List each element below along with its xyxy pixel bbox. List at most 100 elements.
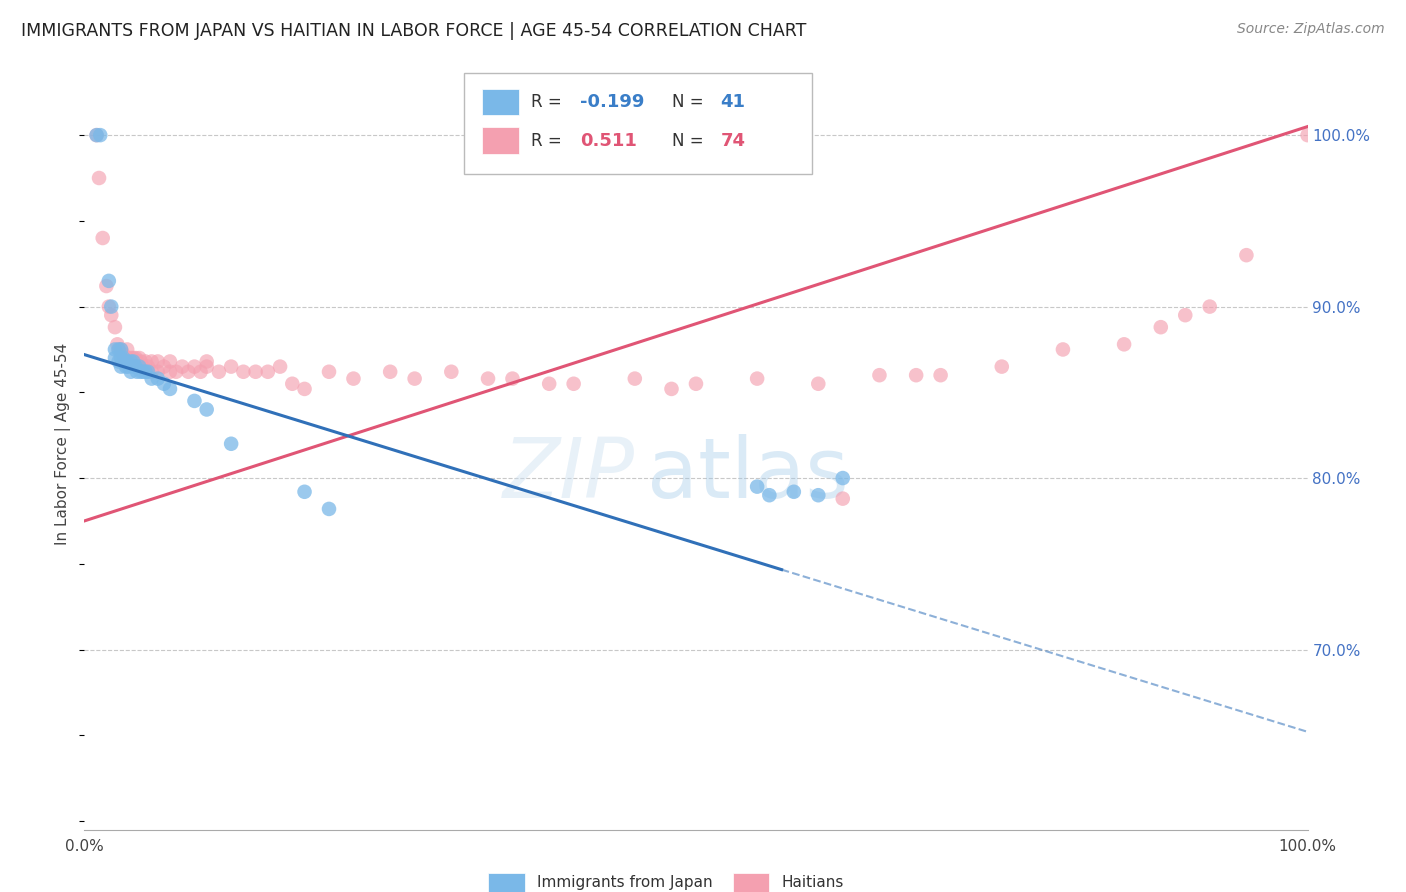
Point — [1296, 128, 1319, 142]
Point — [125, 359, 148, 374]
Point — [172, 359, 194, 374]
Point — [110, 343, 132, 357]
Point — [245, 365, 267, 379]
Point — [183, 393, 205, 408]
Point — [104, 351, 127, 365]
FancyBboxPatch shape — [488, 872, 524, 892]
Text: Immigrants from Japan: Immigrants from Japan — [537, 874, 713, 889]
Text: 74: 74 — [720, 131, 745, 150]
Point — [219, 436, 242, 450]
Point — [132, 359, 155, 374]
Point — [991, 359, 1014, 374]
Point — [100, 308, 122, 322]
Point — [831, 491, 853, 506]
Point — [146, 371, 169, 385]
Point — [122, 351, 145, 365]
Point — [747, 480, 769, 494]
Point — [125, 351, 148, 365]
Point — [159, 354, 181, 368]
Point — [91, 231, 114, 245]
Point — [122, 359, 145, 374]
FancyBboxPatch shape — [464, 73, 813, 174]
Point — [758, 488, 780, 502]
Point — [141, 354, 163, 368]
Point — [624, 371, 647, 385]
Text: ZIP: ZIP — [503, 434, 636, 516]
Point — [807, 488, 830, 502]
Point — [141, 371, 163, 385]
Point — [117, 354, 139, 368]
Point — [129, 354, 152, 368]
Point — [153, 376, 176, 391]
Point — [177, 365, 200, 379]
Point — [89, 128, 111, 142]
Point — [807, 376, 830, 391]
Point — [97, 300, 120, 314]
Point — [685, 376, 707, 391]
Point — [153, 359, 176, 374]
Point — [502, 371, 524, 385]
Point — [107, 343, 129, 357]
Point — [110, 343, 132, 357]
Point — [110, 359, 132, 374]
Point — [115, 343, 138, 357]
Text: R =: R = — [531, 131, 572, 150]
FancyBboxPatch shape — [482, 128, 519, 153]
Text: 41: 41 — [720, 93, 745, 111]
Point — [190, 365, 212, 379]
Point — [96, 279, 118, 293]
Point — [128, 359, 150, 374]
Point — [661, 382, 683, 396]
Point — [294, 484, 316, 499]
Point — [136, 359, 159, 374]
Point — [107, 354, 129, 368]
Point — [122, 354, 145, 368]
Point — [869, 368, 891, 383]
Point — [146, 354, 169, 368]
Point — [281, 376, 304, 391]
Text: N =: N = — [672, 93, 709, 111]
Point — [1174, 308, 1197, 322]
Point — [115, 354, 138, 368]
Point — [120, 365, 142, 379]
Point — [183, 359, 205, 374]
Point — [219, 359, 242, 374]
Point — [135, 365, 157, 379]
Point — [135, 354, 157, 368]
Point — [129, 365, 152, 379]
Point — [87, 171, 110, 186]
Point — [86, 128, 108, 142]
Point — [104, 320, 127, 334]
Point — [141, 365, 163, 379]
Point — [208, 365, 231, 379]
Point — [120, 351, 142, 365]
Point — [342, 371, 364, 385]
Point — [1236, 248, 1258, 262]
Point — [404, 371, 426, 385]
Point — [783, 484, 806, 499]
Text: Source: ZipAtlas.com: Source: ZipAtlas.com — [1237, 22, 1385, 37]
Point — [159, 365, 181, 379]
Point — [114, 351, 136, 365]
Point — [929, 368, 952, 383]
FancyBboxPatch shape — [482, 89, 519, 115]
Point — [195, 402, 218, 417]
Point — [195, 359, 218, 374]
Point — [440, 365, 463, 379]
Point — [112, 351, 135, 365]
Point — [122, 354, 145, 368]
Point — [562, 376, 585, 391]
Text: N =: N = — [672, 131, 709, 150]
Point — [269, 359, 291, 374]
Text: atlas: atlas — [647, 434, 849, 516]
Point — [136, 365, 159, 379]
Point — [100, 300, 122, 314]
Point — [110, 351, 132, 365]
Point — [120, 354, 142, 368]
Point — [104, 343, 127, 357]
FancyBboxPatch shape — [733, 872, 769, 892]
Text: IMMIGRANTS FROM JAPAN VS HAITIAN IN LABOR FORCE | AGE 45-54 CORRELATION CHART: IMMIGRANTS FROM JAPAN VS HAITIAN IN LABO… — [21, 22, 807, 40]
Point — [747, 371, 769, 385]
Point — [112, 348, 135, 362]
Point — [146, 365, 169, 379]
